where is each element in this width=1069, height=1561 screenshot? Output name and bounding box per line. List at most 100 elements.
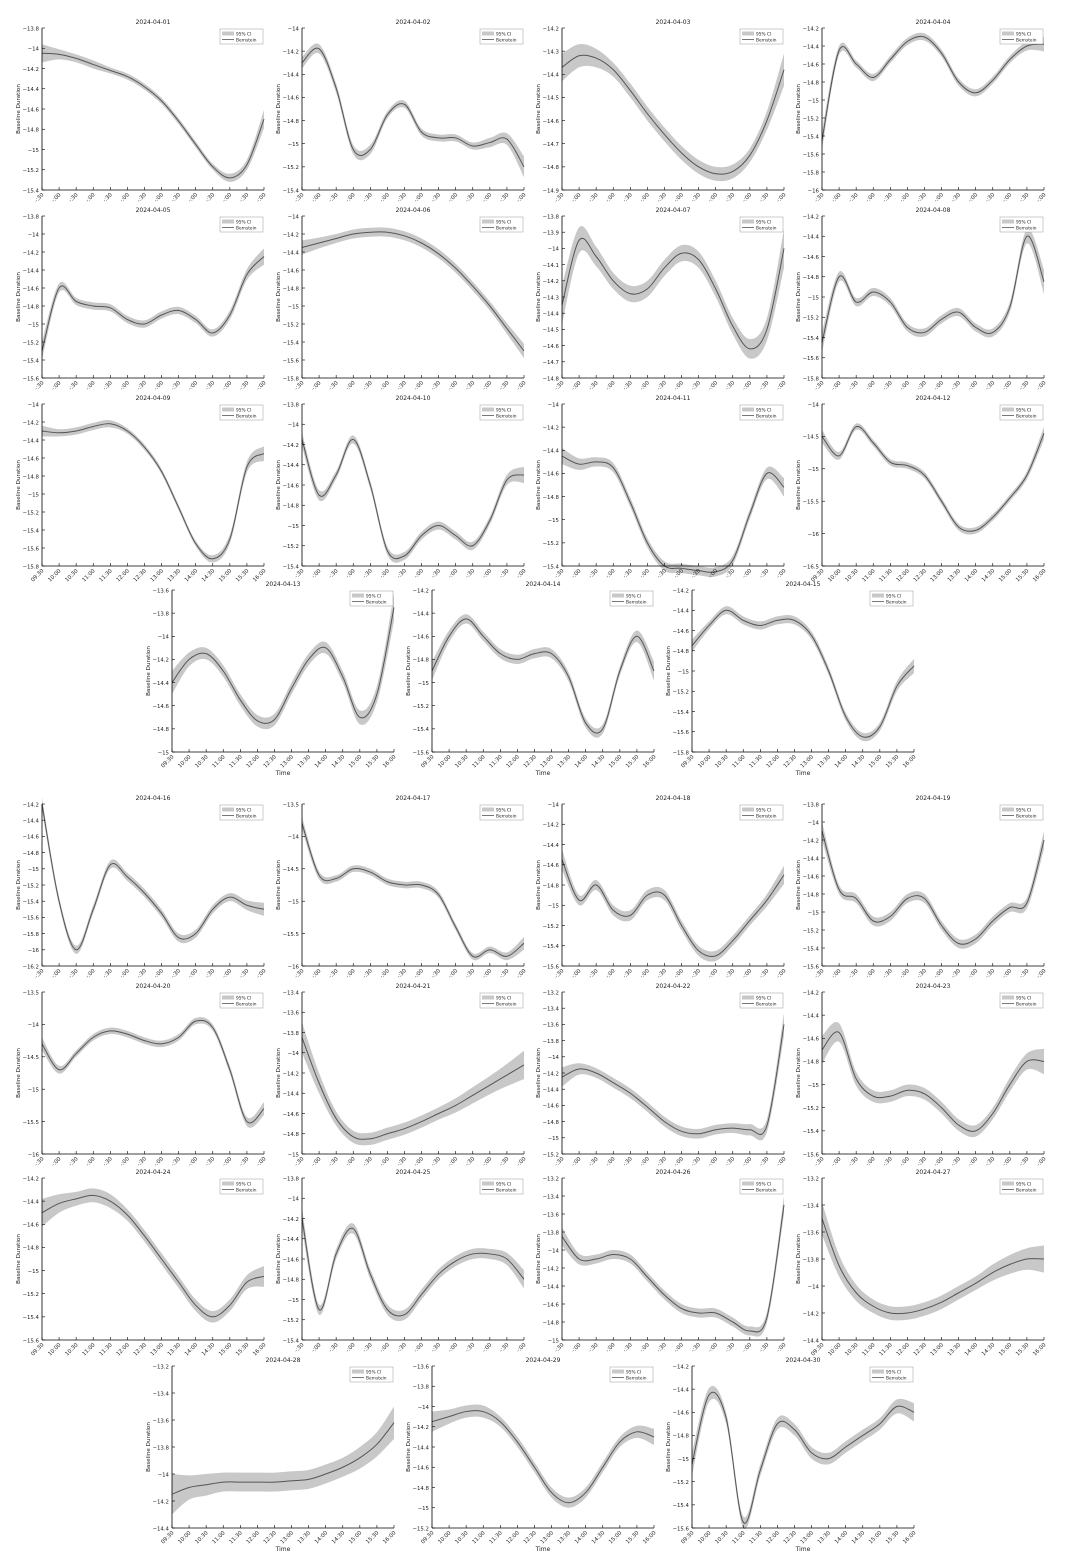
x-tick-label: 12:00: [766, 1530, 782, 1546]
y-tick-label: −14.6: [282, 1112, 299, 1118]
x-tick-label: 10:30: [844, 1342, 860, 1358]
x-tick-label: -:00: [85, 1156, 97, 1168]
bernstein-line: [821, 1218, 1045, 1315]
x-tick-label: -:00: [51, 192, 63, 204]
y-tick-label: −14.4: [22, 438, 39, 444]
y-tick-label: −14.4: [22, 1199, 39, 1205]
x-tick-label: -:00: [571, 968, 583, 980]
x-tick-label: 13:00: [930, 568, 946, 584]
subplot-title: 2024-04-12: [916, 395, 951, 402]
y-tick-label: −14: [808, 1284, 820, 1290]
x-tick-label: -:30: [1019, 192, 1031, 204]
legend-label-ci: 95% CI: [236, 995, 251, 1001]
bernstein-line: [561, 1024, 785, 1136]
y-tick-label: −14.6: [22, 286, 39, 292]
y-tick-label: −15.4: [22, 900, 39, 906]
y-tick-label: −15.2: [22, 1292, 39, 1298]
subplot-title: 2024-04-13: [266, 581, 301, 588]
ci-band: [822, 423, 1044, 535]
x-tick-label: -:30: [882, 968, 894, 980]
x-tick-label: 11:00: [731, 1530, 747, 1546]
y-tick-label: −14.5: [802, 435, 819, 441]
x-tick-label: 12:30: [133, 1342, 149, 1358]
x-tick-label: 16:00: [642, 1530, 658, 1546]
x-tick-label: -:00: [447, 1342, 459, 1354]
y-tick-label: −15: [288, 524, 299, 530]
x-tick-label: -:30: [622, 1156, 634, 1168]
x-tick-label: -:00: [51, 380, 63, 392]
y-tick-label: −14.2: [282, 1217, 299, 1223]
x-tick-label: -:00: [345, 192, 357, 204]
x-tick-label: -:30: [362, 568, 374, 580]
x-tick-label: -:00: [673, 1342, 685, 1354]
legend-swatch-ci: [1002, 995, 1014, 1000]
x-tick-label: 15:00: [868, 1530, 884, 1546]
x-tick-label: -:00: [345, 380, 357, 392]
y-tick-label: −13.8: [282, 1176, 299, 1182]
legend-label-bernstein: Bernstein: [1016, 1001, 1037, 1007]
x-tick-label: -:30: [430, 568, 442, 580]
x-tick-label: 12:00: [506, 1530, 522, 1546]
legend-label-ci: 95% CI: [496, 219, 511, 225]
y-tick-label: −13.8: [282, 402, 299, 408]
y-tick-label: −14.8: [22, 851, 39, 857]
x-tick-label: -:30: [170, 1156, 182, 1168]
y-tick-label: −14.6: [672, 1411, 689, 1417]
x-tick-label: -:00: [345, 1156, 357, 1168]
y-tick-label: −14: [288, 1051, 300, 1057]
x-tick-label: 10:30: [714, 1530, 730, 1546]
subplot-2024-04-20: −13.5 −14 −14.5 −15 −15.5 −16 -:30 -:00 -:30 -:00…: [16, 983, 268, 1168]
y-tick-label: −16: [288, 964, 300, 970]
x-tick-label: 11:30: [488, 1530, 504, 1546]
subplot-2024-04-26: −13.2 −13.4 −13.6 −13.8 −14 −14.2 −14.4 −14.6 −1…: [536, 1169, 788, 1354]
x-tick-label: -:30: [499, 1342, 511, 1354]
y-tick-label: −14.6: [802, 255, 819, 261]
y-tick-label: −14.2: [152, 658, 169, 664]
x-tick-label: -:00: [776, 192, 788, 204]
y-tick-label: −15: [418, 681, 429, 687]
x-tick-label: 13:30: [297, 1530, 313, 1546]
x-tick-label: 11:30: [98, 1342, 114, 1358]
x-tick-label: -:30: [362, 968, 374, 980]
x-tick-label: -:00: [516, 192, 528, 204]
x-tick-label: -:30: [882, 1156, 894, 1168]
y-axis-label: Baseline Duration: [276, 1048, 282, 1098]
x-tick-label: 11:30: [228, 754, 244, 770]
x-tick-label: -:00: [516, 568, 528, 580]
subplot-title: 2024-04-16: [136, 795, 171, 802]
legend-label-bernstein: Bernstein: [756, 1001, 777, 1007]
y-tick-label: −15: [548, 904, 559, 910]
x-tick-label: -:30: [464, 1156, 476, 1168]
x-tick-label: 15:00: [998, 1342, 1014, 1358]
legend-label-ci: 95% CI: [756, 807, 771, 813]
y-tick-label: −13.6: [152, 1418, 169, 1424]
legend-label-ci: 95% CI: [236, 407, 251, 413]
x-tick-label: -:00: [1002, 968, 1014, 980]
x-tick-label: -:30: [882, 192, 894, 204]
x-tick-label: -:00: [899, 380, 911, 392]
legend-label-bernstein: Bernstein: [756, 225, 777, 231]
x-tick-label: 15:30: [235, 1342, 251, 1358]
bernstein-line: [821, 35, 1045, 141]
y-tick-label: −15.8: [802, 376, 819, 382]
x-tick-label: -:00: [51, 1156, 63, 1168]
x-tick-label: -:30: [588, 380, 600, 392]
subplot-2024-04-10: −13.8 −14 −14.2 −14.4 −14.6 −14.8 −15 −15.2 −15.…: [276, 395, 528, 580]
subplot-2024-04-27: −13.2−13.4−13.6−13.8−14−14.2−14.409:30 10…: [796, 1169, 1048, 1357]
x-tick-label: 14:30: [331, 1530, 347, 1546]
x-tick-label: -:00: [742, 968, 754, 980]
legend-label-ci: 95% CI: [236, 219, 251, 225]
y-tick-label: −15.4: [542, 564, 559, 570]
ci-band: [822, 1021, 1044, 1138]
y-tick-label: −14.4: [542, 1284, 559, 1290]
bernstein-line: [821, 830, 1045, 945]
x-tick-label: -:30: [724, 1342, 736, 1354]
y-tick-label: −15.4: [672, 710, 689, 716]
x-tick-label: -:30: [102, 192, 114, 204]
x-tick-label: -:00: [482, 1342, 494, 1354]
legend-swatch-ci: [742, 995, 754, 1000]
bernstein-line: [821, 1031, 1045, 1132]
x-tick-label: 10:00: [697, 1530, 713, 1546]
x-tick-label: -:30: [68, 192, 80, 204]
x-tick-label: -:30: [430, 1342, 442, 1354]
